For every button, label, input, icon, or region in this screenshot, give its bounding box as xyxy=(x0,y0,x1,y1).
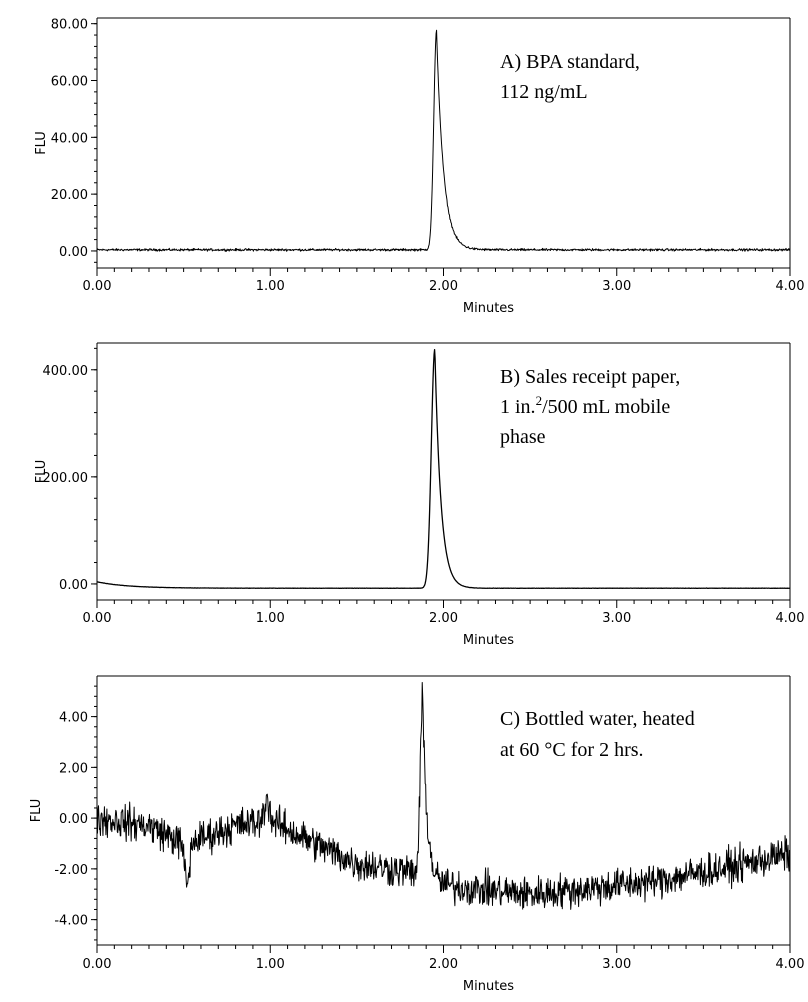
y-tick-label: 2.00 xyxy=(59,761,88,776)
series-trace xyxy=(96,29,791,252)
x-tick-label: 1.00 xyxy=(256,611,285,626)
y-axis-title: FLU xyxy=(29,799,44,823)
x-tick-label: 2.00 xyxy=(429,611,458,626)
x-tick-label: 4.00 xyxy=(776,957,805,972)
y-tick-label: 0.00 xyxy=(59,578,88,593)
x-tick-label: 0.00 xyxy=(83,957,112,972)
y-axis-title: FLU xyxy=(34,131,49,155)
y-tick-label: 4.00 xyxy=(59,711,88,726)
x-tick-label: 0.00 xyxy=(83,279,112,294)
panel-annotation: at 60 °C for 2 hrs. xyxy=(500,739,644,761)
series-trace xyxy=(96,348,791,590)
y-tick-label: 60.00 xyxy=(51,75,88,90)
panel-annotation: B) Sales receipt paper, xyxy=(500,366,680,388)
panel-annotation: phase xyxy=(500,426,546,448)
x-tick-label: 2.00 xyxy=(429,957,458,972)
x-tick-label: 1.00 xyxy=(256,279,285,294)
x-tick-label: 1.00 xyxy=(256,957,285,972)
x-tick-label: 3.00 xyxy=(602,611,631,626)
y-tick-label: -2.00 xyxy=(54,863,88,878)
y-tick-label: 200.00 xyxy=(43,471,89,486)
series-trace xyxy=(96,681,791,910)
panel-annotation: 1 in.2/500 mL mobile xyxy=(500,393,670,418)
x-tick-label: 0.00 xyxy=(83,611,112,626)
y-axis-title: FLU xyxy=(34,460,49,484)
chart-panel-c: 0.00 1.00 2.00 3.00 4.00 4.00 2.00 0.00 -2.00 -4.… xyxy=(29,675,805,994)
panel-annotation: A) BPA standard, xyxy=(500,51,640,73)
x-axis-title: Minutes xyxy=(463,979,514,994)
x-axis-title: Minutes xyxy=(463,301,514,316)
x-tick-label: 3.00 xyxy=(602,279,631,294)
y-tick-label: -4.00 xyxy=(54,914,88,929)
panel-annotation: 112 ng/mL xyxy=(500,81,588,103)
y-tick-label: 80.00 xyxy=(51,18,88,33)
chart-panel-a: 0.00 1.00 2.00 3.00 4.00 0.00 20.00 40.00 60.00 8… xyxy=(34,17,805,316)
y-tick-label: 400.00 xyxy=(43,364,89,379)
y-tick-label: 20.00 xyxy=(51,188,88,203)
chart-panel-b: 0.00 1.00 2.00 3.00 4.00 0.00 200.00 400.00 Minu… xyxy=(34,342,805,648)
x-tick-label: 3.00 xyxy=(602,957,631,972)
x-axis-title: Minutes xyxy=(463,633,514,648)
x-tick-label: 4.00 xyxy=(776,279,805,294)
panel-annotation: C) Bottled water, heated xyxy=(500,708,695,730)
x-tick-label: 4.00 xyxy=(776,611,805,626)
x-tick-label: 2.00 xyxy=(429,279,458,294)
y-tick-label: 40.00 xyxy=(51,131,88,146)
y-tick-label: 0.00 xyxy=(59,812,88,827)
y-tick-label: 0.00 xyxy=(59,245,88,260)
